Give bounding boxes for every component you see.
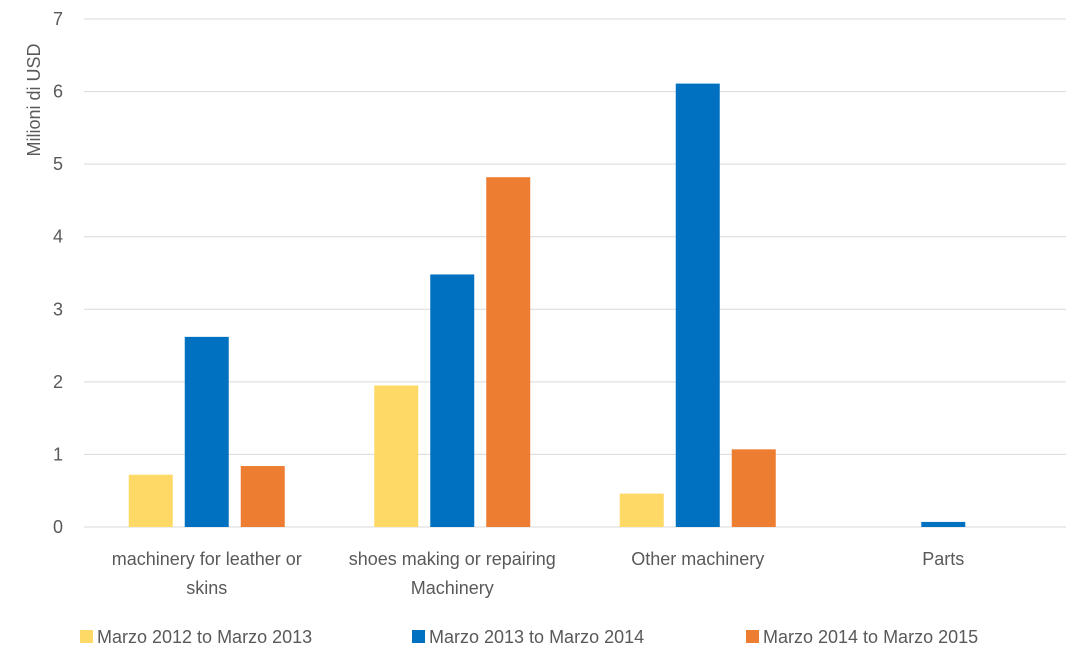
y-tick-label: 0 bbox=[53, 517, 63, 537]
bar bbox=[675, 83, 720, 528]
x-category-label: machinery for leather or bbox=[112, 549, 302, 569]
y-tick-label: 7 bbox=[53, 9, 63, 29]
bar bbox=[486, 177, 531, 527]
x-category-label: Parts bbox=[922, 549, 964, 569]
y-tick-label: 1 bbox=[53, 444, 63, 464]
legend-label: Marzo 2014 to Marzo 2015 bbox=[763, 627, 978, 647]
bar bbox=[240, 466, 285, 527]
bar bbox=[184, 336, 229, 527]
x-category-label: Other machinery bbox=[631, 549, 764, 569]
y-tick-label: 2 bbox=[53, 372, 63, 392]
bar bbox=[128, 474, 173, 527]
bar bbox=[921, 521, 966, 527]
legend: Marzo 2012 to Marzo 2013 Marzo 2013 to Ma… bbox=[80, 627, 978, 647]
y-tick-label: 3 bbox=[53, 299, 63, 319]
y-tick-label: 5 bbox=[53, 154, 63, 174]
bar bbox=[731, 449, 776, 527]
legend-swatch bbox=[746, 630, 759, 643]
bars bbox=[128, 83, 966, 528]
y-axis-label: Milioni di USD bbox=[24, 43, 44, 156]
bar bbox=[430, 274, 475, 527]
gridlines bbox=[84, 18, 1066, 528]
legend-label: Marzo 2012 to Marzo 2013 bbox=[97, 627, 312, 647]
y-tick-label: 6 bbox=[53, 82, 63, 102]
legend-swatch bbox=[80, 630, 93, 643]
bar bbox=[619, 493, 664, 527]
legend-label: Marzo 2013 to Marzo 2014 bbox=[429, 627, 644, 647]
x-category-label: Machinery bbox=[411, 578, 494, 598]
x-axis-categories: machinery for leather or skins shoes makin… bbox=[112, 549, 965, 598]
x-category-label: shoes making or repairing bbox=[349, 549, 556, 569]
x-category-label: skins bbox=[186, 578, 227, 598]
y-axis-ticks: 0 1 2 3 4 5 6 7 bbox=[53, 9, 63, 537]
legend-swatch bbox=[412, 630, 425, 643]
y-tick-label: 4 bbox=[53, 227, 63, 247]
bar bbox=[374, 385, 419, 527]
